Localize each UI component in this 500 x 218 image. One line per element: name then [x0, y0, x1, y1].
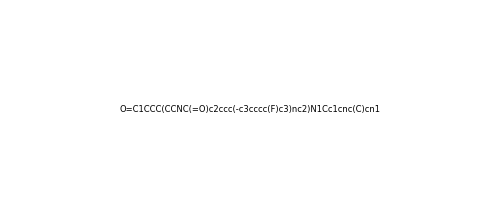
Text: O=C1CCC(CCNC(=O)c2ccc(-c3cccc(F)c3)nc2)N1Cc1cnc(C)cn1: O=C1CCC(CCNC(=O)c2ccc(-c3cccc(F)c3)nc2)N…	[120, 104, 380, 114]
